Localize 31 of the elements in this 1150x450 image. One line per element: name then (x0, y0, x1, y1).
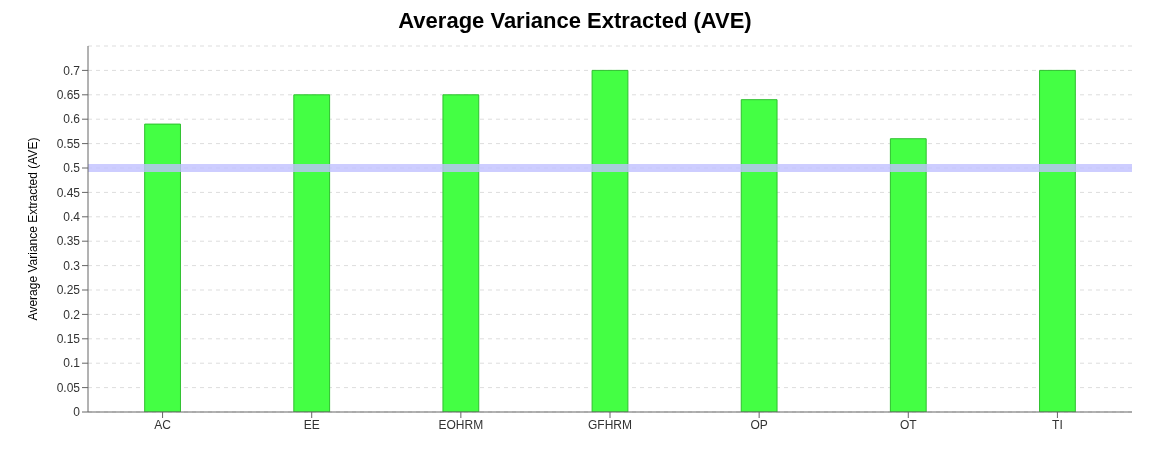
y-tick-label: 0.4 (63, 210, 81, 225)
x-tick-label: EE (303, 417, 320, 432)
y-tick-label: 0.25 (56, 283, 81, 298)
y-tick-label: 0.1 (63, 356, 81, 371)
y-tick-label: 0.2 (63, 307, 81, 322)
y-tick-label: 0.5 (63, 161, 81, 176)
bar (889, 138, 927, 412)
y-tick-label: 0.05 (56, 380, 81, 395)
y-tick-label: 0.3 (63, 258, 81, 273)
y-tick-label: 0 (73, 405, 81, 420)
y-tick-label: 0.6 (63, 112, 81, 127)
x-tick-label: GFHRM (588, 417, 632, 432)
bar (293, 94, 331, 412)
y-axis-title: Average Variance Extracted (AVE) (26, 137, 41, 321)
x-tick-label: EOHRM (438, 417, 484, 432)
chart-title: Average Variance Extracted (AVE) (397, 8, 753, 35)
bar (144, 123, 181, 412)
bar (1039, 69, 1076, 412)
y-tick-label: 0.55 (56, 136, 81, 151)
y-tick-label: 0.65 (56, 88, 81, 103)
bar (740, 99, 778, 412)
x-tick-label: AC (154, 417, 172, 432)
x-tick-label: OT (899, 417, 918, 432)
y-tick-label: 0.45 (56, 185, 81, 200)
y-tick-label: 0.7 (63, 63, 81, 78)
bar (442, 94, 480, 412)
x-tick-label: OP (750, 417, 768, 432)
y-tick-label: 0.35 (56, 234, 81, 249)
x-tick-label: TI (1052, 417, 1063, 432)
y-tick-label: 0.15 (56, 332, 81, 347)
bar (591, 69, 629, 412)
